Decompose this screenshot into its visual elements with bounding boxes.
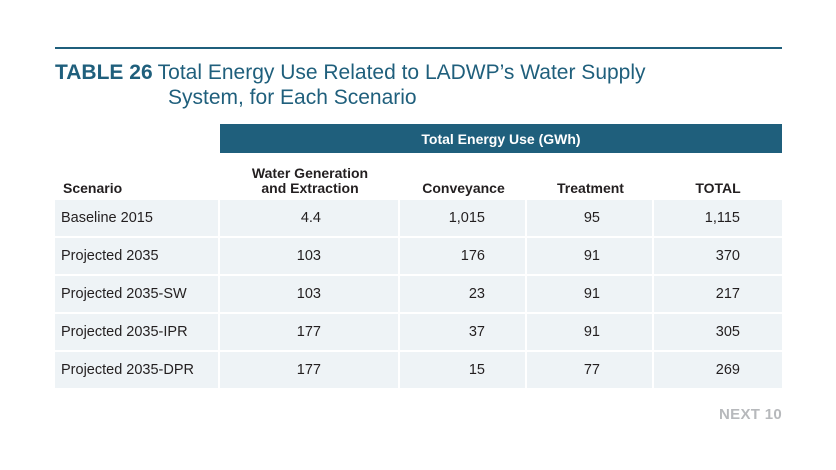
brand-logo-text: NEXT 10 bbox=[719, 406, 782, 423]
table-row: Projected 2035-SW 103 23 91 217 bbox=[55, 276, 782, 312]
energy-table: Total Energy Use (GWh) Scenario Water Ge… bbox=[55, 124, 782, 388]
cell-treatment: 91 bbox=[527, 314, 652, 350]
cell-scenario: Projected 2035-SW bbox=[55, 276, 218, 312]
title-line-2: System, for Each Scenario bbox=[168, 86, 417, 109]
cell-conveyance: 23 bbox=[400, 276, 525, 312]
cell-total: 217 bbox=[654, 276, 782, 312]
table-row: Baseline 2015 4.4 1,015 95 1,115 bbox=[55, 200, 782, 236]
cell-conveyance: 15 bbox=[400, 352, 525, 388]
cell-conveyance: 37 bbox=[400, 314, 525, 350]
table-label: TABLE 26 bbox=[55, 61, 153, 84]
column-headers: Scenario Water Generation and Extraction… bbox=[55, 153, 782, 198]
cell-generation: 103 bbox=[220, 238, 398, 274]
cell-generation: 177 bbox=[220, 314, 398, 350]
cell-treatment: 91 bbox=[527, 238, 652, 274]
table-row: Projected 2035-IPR 177 37 91 305 bbox=[55, 314, 782, 350]
cell-total: 1,115 bbox=[654, 200, 782, 236]
group-header: Total Energy Use (GWh) bbox=[220, 124, 782, 153]
cell-generation: 4.4 bbox=[220, 200, 398, 236]
table-title: TABLE 26 Total Energy Use Related to LADW… bbox=[55, 60, 782, 110]
cell-generation: 103 bbox=[220, 276, 398, 312]
cell-total: 269 bbox=[654, 352, 782, 388]
header-scenario: Scenario bbox=[63, 180, 123, 196]
title-text-1: Total Energy Use Related to LADWP’s Wate… bbox=[157, 61, 646, 84]
header-total: TOTAL bbox=[695, 180, 741, 196]
top-rule bbox=[55, 47, 782, 49]
cell-scenario: Projected 2035-IPR bbox=[55, 314, 218, 350]
cell-total: 305 bbox=[654, 314, 782, 350]
header-conveyance: Conveyance bbox=[422, 180, 505, 196]
table-row: Projected 2035 103 176 91 370 bbox=[55, 238, 782, 274]
cell-treatment: 77 bbox=[527, 352, 652, 388]
cell-treatment: 91 bbox=[527, 276, 652, 312]
group-spacer bbox=[55, 124, 220, 153]
cell-conveyance: 176 bbox=[400, 238, 525, 274]
cell-total: 370 bbox=[654, 238, 782, 274]
cell-scenario: Projected 2035 bbox=[55, 238, 218, 274]
cell-scenario: Baseline 2015 bbox=[55, 200, 218, 236]
table-row: Projected 2035-DPR 177 15 77 269 bbox=[55, 352, 782, 388]
header-generation: Water Generation and Extraction bbox=[220, 166, 400, 196]
header-generation-line1: Water Generation bbox=[251, 165, 369, 181]
cell-generation: 177 bbox=[220, 352, 398, 388]
cell-scenario: Projected 2035-DPR bbox=[55, 352, 218, 388]
cell-conveyance: 1,015 bbox=[400, 200, 525, 236]
cell-treatment: 95 bbox=[527, 200, 652, 236]
group-header-row: Total Energy Use (GWh) bbox=[55, 124, 782, 153]
title-line-1: TABLE 26 Total Energy Use Related to LADW… bbox=[55, 60, 782, 85]
header-generation-line2: and Extraction bbox=[261, 180, 359, 196]
header-treatment: Treatment bbox=[557, 180, 624, 196]
